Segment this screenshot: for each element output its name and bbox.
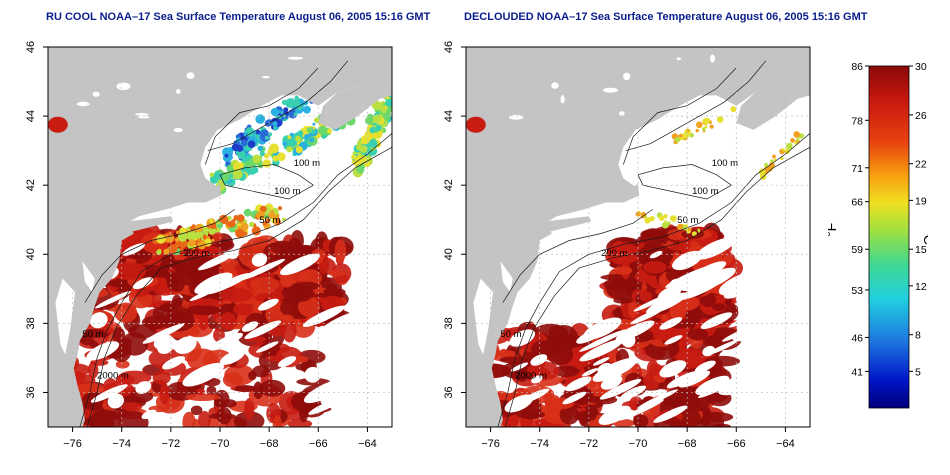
- x-tick-label: −72: [162, 438, 181, 450]
- y-tick-label: 42: [25, 179, 37, 191]
- fahrenheit-tick-label: 66: [851, 197, 863, 209]
- celsius-tick-label: 12: [915, 281, 927, 293]
- fahrenheit-tick-label: 46: [851, 332, 863, 344]
- contour-label: 100 m: [712, 158, 738, 169]
- celsius-tick-label: 15: [915, 244, 927, 256]
- cloud-mask: [504, 237, 804, 425]
- x-tick-label: −72: [580, 438, 599, 450]
- contour-label: 2000 m: [515, 371, 547, 382]
- fahrenheit-tick-label: 78: [851, 115, 863, 127]
- celsius-tick-label: 30: [915, 61, 927, 73]
- x-tick-label: −66: [727, 438, 746, 450]
- y-tick-label: 46: [443, 41, 455, 53]
- x-tick-label: −76: [63, 438, 82, 450]
- map-title-right: DECLOUDED NOAA–17 Sea Surface Temperatur…: [464, 11, 868, 23]
- celsius-tick-label: 8: [915, 330, 921, 342]
- contour-label: 200 m: [183, 248, 209, 259]
- sst-map-right: 100 m 100 m 50 m 200 m 50 m 2000 m −76 −74 −72 −7…: [443, 41, 811, 450]
- fahrenheit-unit-label: °F: [828, 223, 839, 237]
- contour-label: 200 m: [601, 248, 627, 259]
- contour-label: 50 m: [259, 215, 280, 226]
- sst-map-left: 100 m 100 m 50 m 200 m 50 m 2000 m −76 −74 −72 −7…: [25, 41, 393, 450]
- x-tick-label: −74: [112, 438, 131, 450]
- lat-lon-grid: [466, 46, 810, 427]
- contour-label: 100 m: [692, 186, 718, 197]
- fahrenheit-tick-label: 59: [851, 244, 863, 256]
- x-tick-label: −76: [481, 438, 500, 450]
- y-tick-label: 44: [443, 110, 455, 122]
- celsius-tick-label: 22: [915, 159, 927, 171]
- contour-label: 50 m: [500, 329, 521, 340]
- contour-label: 2000 m: [97, 371, 129, 382]
- cool-water-layer: [635, 106, 805, 237]
- fahrenheit-tick-label: 71: [851, 163, 863, 175]
- bathymetry-contours: [497, 60, 810, 427]
- colorbar: 30 26 22 19 15 12 8 5 86 78 71 66 59 53 46 41 °F °C: [828, 61, 928, 409]
- x-tick-label: −70: [629, 438, 648, 450]
- x-tick-label: −68: [260, 438, 279, 450]
- celsius-tick-label: 26: [915, 110, 927, 122]
- land-mass: [48, 47, 392, 427]
- x-tick-label: −64: [776, 438, 795, 450]
- celsius-tick-label: 5: [915, 366, 921, 378]
- y-tick-label: 38: [25, 317, 37, 329]
- contour-label: 100 m: [294, 158, 320, 169]
- x-tick-label: −64: [358, 438, 377, 450]
- fahrenheit-tick-label: 53: [851, 285, 863, 297]
- fahrenheit-tick-label: 86: [851, 61, 863, 73]
- x-tick-label: −70: [211, 438, 230, 450]
- celsius-tick-label: 19: [915, 195, 927, 207]
- contour-label: 50 m: [677, 215, 698, 226]
- y-tick-label: 36: [443, 386, 455, 398]
- y-tick-label: 36: [25, 386, 37, 398]
- x-tick-label: −74: [530, 438, 549, 450]
- contour-label: 50 m: [82, 329, 103, 340]
- inland-lake-warm: [48, 116, 68, 133]
- y-tick-label: 40: [443, 248, 455, 260]
- celsius-unit-label: °C: [921, 229, 928, 245]
- map-title-left: RU COOL NOAA–17 Sea Surface Temperature …: [46, 11, 431, 23]
- y-tick-label: 40: [25, 248, 37, 260]
- inland-lake-warm: [466, 116, 486, 133]
- y-tick-label: 38: [443, 317, 455, 329]
- x-tick-label: −68: [678, 438, 697, 450]
- y-tick-label: 42: [443, 179, 455, 191]
- y-tick-label: 44: [25, 110, 37, 122]
- cloud-mask: [86, 243, 367, 420]
- colorbar-gradient: [868, 65, 910, 409]
- contour-label: 100 m: [274, 186, 300, 197]
- x-tick-label: −66: [309, 438, 328, 450]
- fahrenheit-tick-label: 41: [851, 366, 863, 378]
- land-mass: [466, 47, 810, 427]
- y-tick-label: 46: [25, 41, 37, 53]
